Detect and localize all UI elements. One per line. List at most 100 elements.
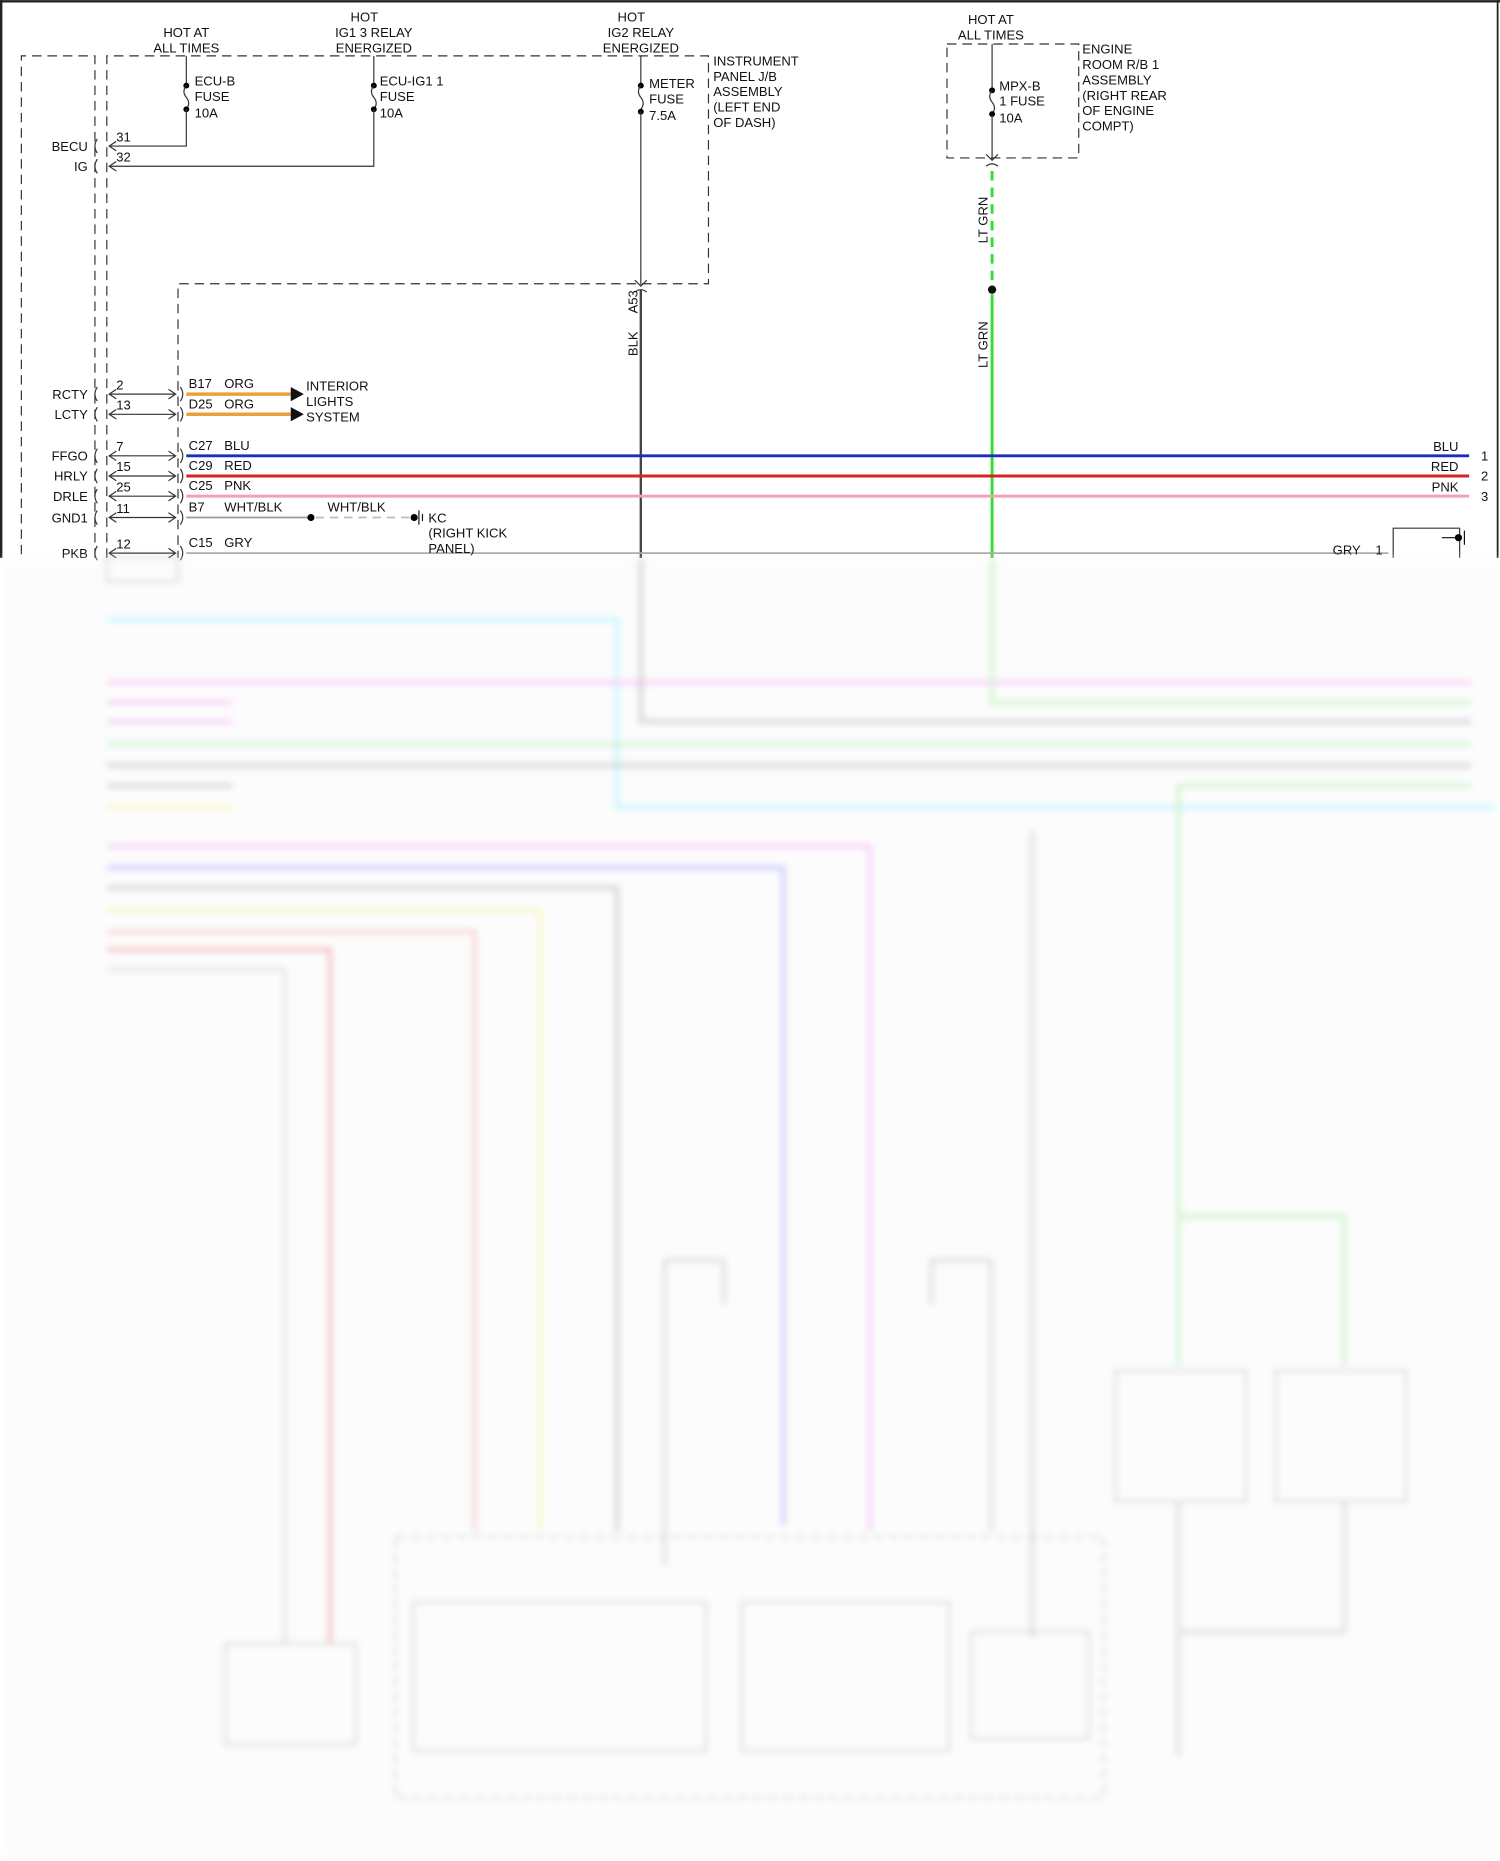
instrument-panel-jb-label: INSTRUMENT PANEL J/B ASSEMBLY (LEFT END … xyxy=(713,53,799,130)
signal-pin-gnd1: GND1 11 B7 WHT/BLK xyxy=(52,500,283,526)
blurred-lower-diagram xyxy=(0,556,1500,1861)
svg-text:B17: B17 xyxy=(189,376,212,391)
svg-text:LT GRN: LT GRN xyxy=(975,197,990,244)
svg-text:PNK: PNK xyxy=(224,478,251,493)
svg-text:RED: RED xyxy=(224,458,252,473)
svg-text:(LEFT END: (LEFT END xyxy=(713,100,780,115)
arrow-icon xyxy=(290,407,304,422)
svg-text:ENERGIZED: ENERGIZED xyxy=(336,40,412,55)
svg-text:31: 31 xyxy=(116,129,131,144)
svg-text:DRLE: DRLE xyxy=(53,489,88,504)
svg-text:(RIGHT KICK: (RIGHT KICK xyxy=(428,526,507,541)
svg-text:ORG: ORG xyxy=(224,376,254,391)
svg-text:RCTY: RCTY xyxy=(52,387,88,402)
svg-text:PANEL J/B: PANEL J/B xyxy=(713,69,777,84)
svg-text:32: 32 xyxy=(116,150,131,165)
power-source-mpx: HOT AT ALL TIMES xyxy=(958,12,1024,42)
svg-text:1 FUSE: 1 FUSE xyxy=(999,94,1045,109)
svg-text:(RIGHT REAR: (RIGHT REAR xyxy=(1082,88,1167,103)
svg-text:WHT/BLK: WHT/BLK xyxy=(224,500,282,515)
svg-text:LIGHTS: LIGHTS xyxy=(306,394,353,409)
wire-mpx-ltgrn: LT GRN LT GRN xyxy=(975,153,999,558)
svg-text:C27: C27 xyxy=(189,438,213,453)
ground-kc: WHT/BLK KC (RIGHT KICK PANEL) xyxy=(186,500,507,556)
svg-text:BLK: BLK xyxy=(625,331,640,356)
svg-text:MPX-B: MPX-B xyxy=(999,78,1041,93)
svg-text:FUSE: FUSE xyxy=(195,89,230,104)
svg-text:FFGO: FFGO xyxy=(52,449,88,464)
svg-text:LCTY: LCTY xyxy=(54,407,88,422)
svg-text:OF ENGINE: OF ENGINE xyxy=(1082,103,1154,118)
svg-text:IG: IG xyxy=(74,159,88,174)
svg-text:10A: 10A xyxy=(195,106,219,121)
svg-text:10A: 10A xyxy=(380,106,404,121)
svg-text:ALL TIMES: ALL TIMES xyxy=(153,40,219,55)
svg-text:PANEL): PANEL) xyxy=(428,541,474,556)
svg-text:25: 25 xyxy=(116,479,131,494)
svg-text:D25: D25 xyxy=(189,396,213,411)
wire-meter-blk: A53 BLK xyxy=(625,279,648,558)
svg-text:INTERIOR: INTERIOR xyxy=(306,379,368,394)
svg-text:KC: KC xyxy=(428,510,446,525)
svg-text:WHT/BLK: WHT/BLK xyxy=(328,500,386,515)
signal-pin-hrly: HRLY 15 C29 RED RED 2 xyxy=(54,458,1488,484)
svg-text:7.5A: 7.5A xyxy=(649,108,676,123)
svg-text:OF DASH): OF DASH) xyxy=(713,115,775,130)
power-source-ecu-b: HOT AT ALL TIMES xyxy=(153,25,219,55)
svg-text:BLU: BLU xyxy=(224,438,249,453)
parking-brake-switch: GRY 1 xyxy=(1333,527,1465,558)
svg-text:C29: C29 xyxy=(189,458,213,473)
svg-text:SYSTEM: SYSTEM xyxy=(306,409,360,424)
svg-text:METER: METER xyxy=(649,76,695,91)
svg-text:12: 12 xyxy=(116,536,131,551)
svg-text:A53: A53 xyxy=(625,290,640,313)
power-source-ig1: HOT IG1 3 RELAY ENERGIZED xyxy=(335,9,413,55)
svg-text:2: 2 xyxy=(116,377,123,392)
power-source-ig2: HOT IG2 RELAY ENERGIZED xyxy=(603,9,679,55)
arrow-icon xyxy=(290,386,304,402)
svg-text:FUSE: FUSE xyxy=(380,89,415,104)
signal-pin-lcty: LCTY 13 D25 ORG xyxy=(54,396,304,422)
svg-text:BLU: BLU xyxy=(1433,439,1458,454)
svg-text:B7: B7 xyxy=(189,500,205,515)
svg-text:ASSEMBLY: ASSEMBLY xyxy=(713,84,783,99)
svg-text:PKB: PKB xyxy=(62,546,88,561)
interior-lights-label: INTERIOR LIGHTS SYSTEM xyxy=(306,379,368,425)
svg-text:FUSE: FUSE xyxy=(649,91,684,106)
svg-text:1: 1 xyxy=(1375,542,1382,557)
svg-text:IG2 RELAY: IG2 RELAY xyxy=(608,25,675,40)
instrument-panel-jb-outline xyxy=(106,55,710,558)
pin-ig: IG 32 xyxy=(74,150,131,174)
svg-text:10A: 10A xyxy=(999,110,1023,125)
svg-text:ENGINE: ENGINE xyxy=(1082,42,1132,57)
svg-text:HOT: HOT xyxy=(351,9,379,24)
svg-text:ECU-IG1 1: ECU-IG1 1 xyxy=(380,74,444,89)
engine-room-rb-label: ENGINE ROOM R/B 1 ASSEMBLY (RIGHT REAR O… xyxy=(1082,42,1167,134)
svg-text:HOT: HOT xyxy=(618,9,646,24)
svg-text:HOT AT: HOT AT xyxy=(968,12,1014,27)
signal-pin-pkb: PKB 12 C15 GRY xyxy=(62,535,1389,561)
signal-pin-ffgo: FFGO 7 C27 BLU BLU 1 xyxy=(52,438,1489,464)
svg-text:2: 2 xyxy=(1481,469,1488,484)
svg-text:15: 15 xyxy=(116,459,131,474)
svg-text:INSTRUMENT: INSTRUMENT xyxy=(713,53,799,68)
svg-text:BECU: BECU xyxy=(52,139,88,154)
ecu-box-outline xyxy=(20,55,96,558)
svg-text:IG1 3 RELAY: IG1 3 RELAY xyxy=(335,25,413,40)
svg-text:GND1: GND1 xyxy=(52,510,88,525)
svg-text:ORG: ORG xyxy=(224,396,254,411)
pin-becu: BECU 31 xyxy=(52,129,131,153)
svg-text:1: 1 xyxy=(1481,449,1488,464)
svg-text:ASSEMBLY: ASSEMBLY xyxy=(1082,72,1152,87)
svg-text:ENERGIZED: ENERGIZED xyxy=(603,40,679,55)
svg-text:3: 3 xyxy=(1481,489,1488,504)
svg-text:RED: RED xyxy=(1431,459,1459,474)
svg-text:GRY: GRY xyxy=(224,535,252,550)
svg-text:7: 7 xyxy=(116,439,123,454)
svg-text:ECU-B: ECU-B xyxy=(195,74,236,89)
